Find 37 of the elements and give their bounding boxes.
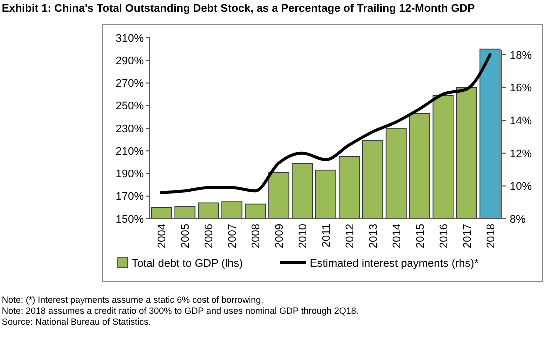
y2-tick-label: 12%	[510, 148, 532, 160]
x-tick-label: 2018	[485, 224, 498, 248]
y-tick-label: 210%	[116, 146, 144, 158]
y-tick-label: 270%	[116, 78, 144, 90]
y2-tick-label: 18%	[510, 50, 532, 62]
y-tick-label: 170%	[116, 191, 144, 204]
y-tick-label: 230%	[116, 123, 144, 136]
text: Note: (*) Interest payments assume a static 6% cost of borrowing.	[2, 295, 264, 305]
y-tick-label: 310%	[116, 32, 144, 45]
x-tick-label: 2014	[391, 224, 404, 248]
x-tick-label: 2007	[227, 224, 240, 248]
x-tick-label: 2009	[274, 224, 286, 248]
y-tick-label: 150%	[116, 214, 144, 226]
x-tick-label: 2006	[204, 224, 216, 248]
x-tick-label: 2016	[438, 224, 450, 248]
x-tick-label: 2017	[462, 224, 474, 248]
legend-label: Estimated interest payments (rhs)*	[310, 258, 480, 270]
y2-tick-label: 14%	[510, 115, 532, 128]
x-tick-label: 2011	[321, 224, 333, 248]
line-series	[160, 54, 492, 194]
x-tick-label: 2010	[298, 224, 310, 248]
x-tick-label: 2015	[414, 224, 427, 248]
x-tick-label: 2013	[368, 224, 380, 248]
x-tick-label: 2012	[344, 224, 356, 248]
legend-label: Total debt to GDP (lhs)	[132, 258, 244, 270]
y2-tick-label: 10%	[510, 181, 532, 194]
x-tick-label: 2005	[180, 224, 192, 248]
y-tick-label: 190%	[116, 168, 144, 181]
y-tick-label: 250%	[116, 100, 144, 113]
y2-tick-label: 8%	[510, 214, 526, 226]
y2-tick-label: 16%	[510, 82, 532, 95]
text: Note: 2018 assumes a credit ratio of 300% to GDP and uses nominal GDP through 2Q18.	[2, 306, 359, 316]
source-note: Source: National Bureau of Statistics.	[2, 317, 152, 327]
y-tick-label: 290%	[116, 55, 144, 68]
chart-title: Exhibit 1: China's Total Outstanding Debt Stock, as a Percentage of Trailing 12-Month GDP	[2, 3, 476, 15]
x-tick-label: 2008	[250, 224, 263, 248]
x-tick-label: 2004	[156, 224, 169, 248]
